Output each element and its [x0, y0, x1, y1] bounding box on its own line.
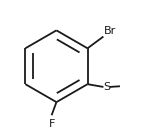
- Text: S: S: [103, 82, 110, 92]
- Text: F: F: [48, 119, 55, 129]
- Text: Br: Br: [104, 26, 116, 36]
